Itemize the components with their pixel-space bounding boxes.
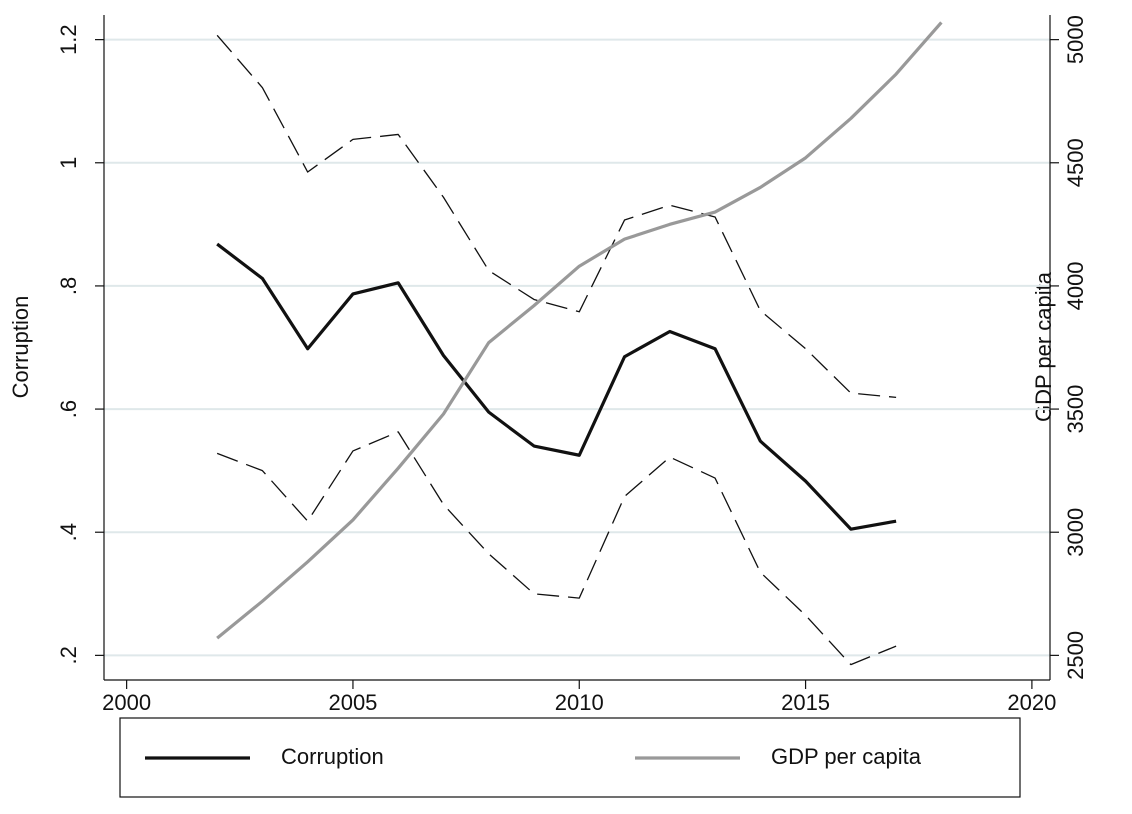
y-tick-label: .4 — [56, 523, 81, 541]
y2-tick-label: 2500 — [1063, 631, 1088, 680]
legend-label: GDP per capita — [771, 744, 922, 769]
y2-tick-label: 4000 — [1063, 261, 1088, 310]
y-tick-label: .6 — [56, 400, 81, 418]
x-tick-label: 2005 — [328, 690, 377, 715]
x-tick-label: 2010 — [555, 690, 604, 715]
x-tick-label: 2015 — [781, 690, 830, 715]
y2-tick-label: 5000 — [1063, 15, 1088, 64]
y2-axis-label: GDP per capita — [1031, 271, 1056, 422]
y2-tick-label: 3500 — [1063, 385, 1088, 434]
x-tick-label: 2020 — [1007, 690, 1056, 715]
legend-label: Corruption — [281, 744, 384, 769]
y2-tick-label: 3000 — [1063, 508, 1088, 557]
legend-box — [119, 717, 1021, 798]
y-tick-label: .8 — [56, 277, 81, 295]
y2-tick-label: 4500 — [1063, 138, 1088, 187]
series-line — [216, 242, 897, 531]
y-tick-label: 1.2 — [56, 24, 81, 55]
y-tick-label: .2 — [56, 646, 81, 664]
y-tick-label: 1 — [56, 157, 81, 169]
x-tick-label: 2000 — [102, 690, 151, 715]
y-axis-label: Corruption — [8, 296, 33, 399]
ci-line — [216, 431, 897, 666]
series-line — [216, 21, 943, 640]
ci-line — [216, 34, 897, 399]
